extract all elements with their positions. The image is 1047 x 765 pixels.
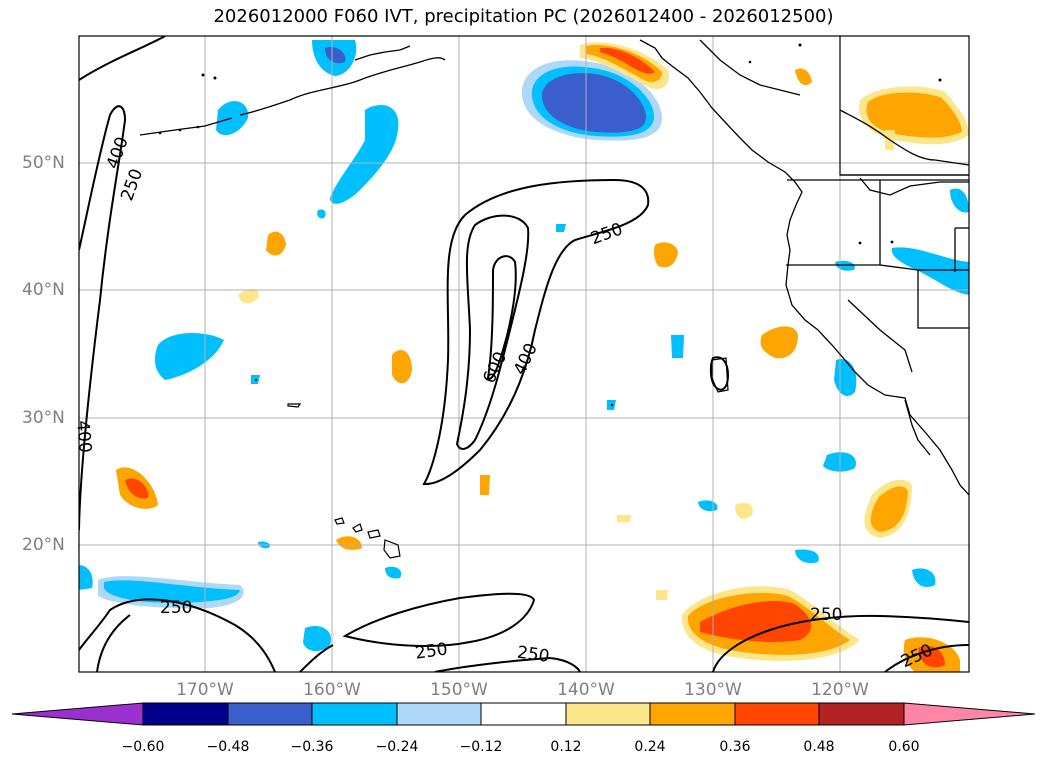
precip-area [600, 47, 655, 74]
colorbar-tick-label: −0.24 [375, 739, 419, 755]
lon-label-160w: 160°W [303, 680, 361, 700]
lat-label-50n: 50°N [22, 153, 65, 173]
precip-area [104, 580, 240, 603]
precip-area [385, 566, 402, 579]
precip-area [392, 350, 412, 384]
colorbar-tick-label: 0.48 [803, 739, 835, 755]
colorbar-bin [565, 702, 651, 726]
contour-label: 250 [588, 219, 625, 249]
precip-area [303, 625, 331, 652]
precip-area [330, 104, 399, 204]
colorbar-extend-low [11, 702, 144, 726]
colorbar-tick-label: 0.12 [550, 739, 582, 755]
map-title: 2026012000 F060 IVT, precipitation PC (2… [213, 6, 834, 27]
precip-area [317, 209, 326, 219]
precip-area [654, 242, 678, 268]
colorbar-extend-high [903, 702, 1036, 726]
precip-area [266, 231, 286, 256]
colorbar-bin [649, 702, 736, 726]
contour-label: 600 [479, 349, 511, 387]
precip-area [835, 260, 855, 271]
graticule [79, 36, 969, 672]
precip-area [866, 92, 962, 138]
precip-area [698, 500, 718, 512]
contour-label: 250 [414, 639, 449, 663]
precip-area [586, 45, 662, 82]
contour-label: 250 [160, 598, 192, 618]
colorbar-tick-label: −0.36 [290, 739, 334, 755]
precip-area [325, 46, 346, 64]
precip-area [480, 475, 490, 495]
colorbar-tick-label: 0.24 [634, 739, 666, 755]
precip-area [950, 188, 969, 213]
colorbar-bin [734, 702, 820, 726]
colorbar-bin [227, 702, 313, 726]
precip-area [795, 68, 812, 86]
precip-area [834, 359, 857, 396]
colorbar-bin [396, 702, 482, 726]
map-frame [78, 35, 970, 673]
colorbar-bin [311, 702, 398, 726]
precip-fields [79, 40, 969, 672]
precip-area [556, 224, 566, 232]
precip-area [912, 568, 936, 588]
contour-label: 400 [103, 134, 133, 171]
colorbar-tick-label: 0.36 [719, 739, 751, 755]
colorbar-bin [480, 702, 567, 726]
colorbar-tick-label: 0.60 [888, 739, 920, 755]
colorbar [11, 702, 1036, 726]
precip-area [216, 101, 249, 136]
precip-area [656, 590, 668, 600]
contour-label: 250 [810, 605, 842, 625]
precip-area [891, 247, 969, 295]
lat-label-30n: 30°N [22, 408, 65, 428]
lat-label-40n: 40°N [22, 280, 65, 300]
precip-area [542, 73, 646, 133]
precip-area [336, 536, 362, 550]
precip-area [154, 333, 224, 380]
precip-area [795, 549, 819, 564]
lon-label-130w: 130°W [684, 680, 742, 700]
lat-label-20n: 20°N [22, 535, 65, 555]
precip-area [238, 288, 259, 304]
precip-area [735, 502, 753, 519]
hawaii-islands [287, 357, 729, 559]
lon-label-140w: 140°W [557, 680, 615, 700]
lon-label-170w: 170°W [176, 680, 234, 700]
precip-area [700, 601, 812, 643]
contour-label: 400 [510, 340, 542, 378]
precip-area [617, 515, 631, 522]
lon-label-150w: 150°W [430, 680, 488, 700]
colorbar-bin [818, 702, 905, 726]
precip-area [671, 335, 684, 358]
precip-area [870, 486, 908, 532]
colorbar-tick-label: −0.12 [459, 739, 503, 755]
contour-label: 250 [117, 166, 147, 203]
precip-area [760, 326, 798, 359]
islands [158, 43, 942, 407]
lon-label-120w: 120°W [811, 680, 869, 700]
colorbar-bin [142, 702, 229, 726]
precip-area [125, 478, 149, 499]
precip-area [79, 565, 93, 590]
contour-label: 250 [516, 643, 551, 667]
precip-area [823, 452, 856, 472]
ivt-contours [79, 36, 969, 672]
colorbar-tick-label: −0.60 [121, 739, 165, 755]
contour-label: 400 [72, 420, 95, 454]
colorbar-tick-label: −0.48 [206, 739, 250, 755]
